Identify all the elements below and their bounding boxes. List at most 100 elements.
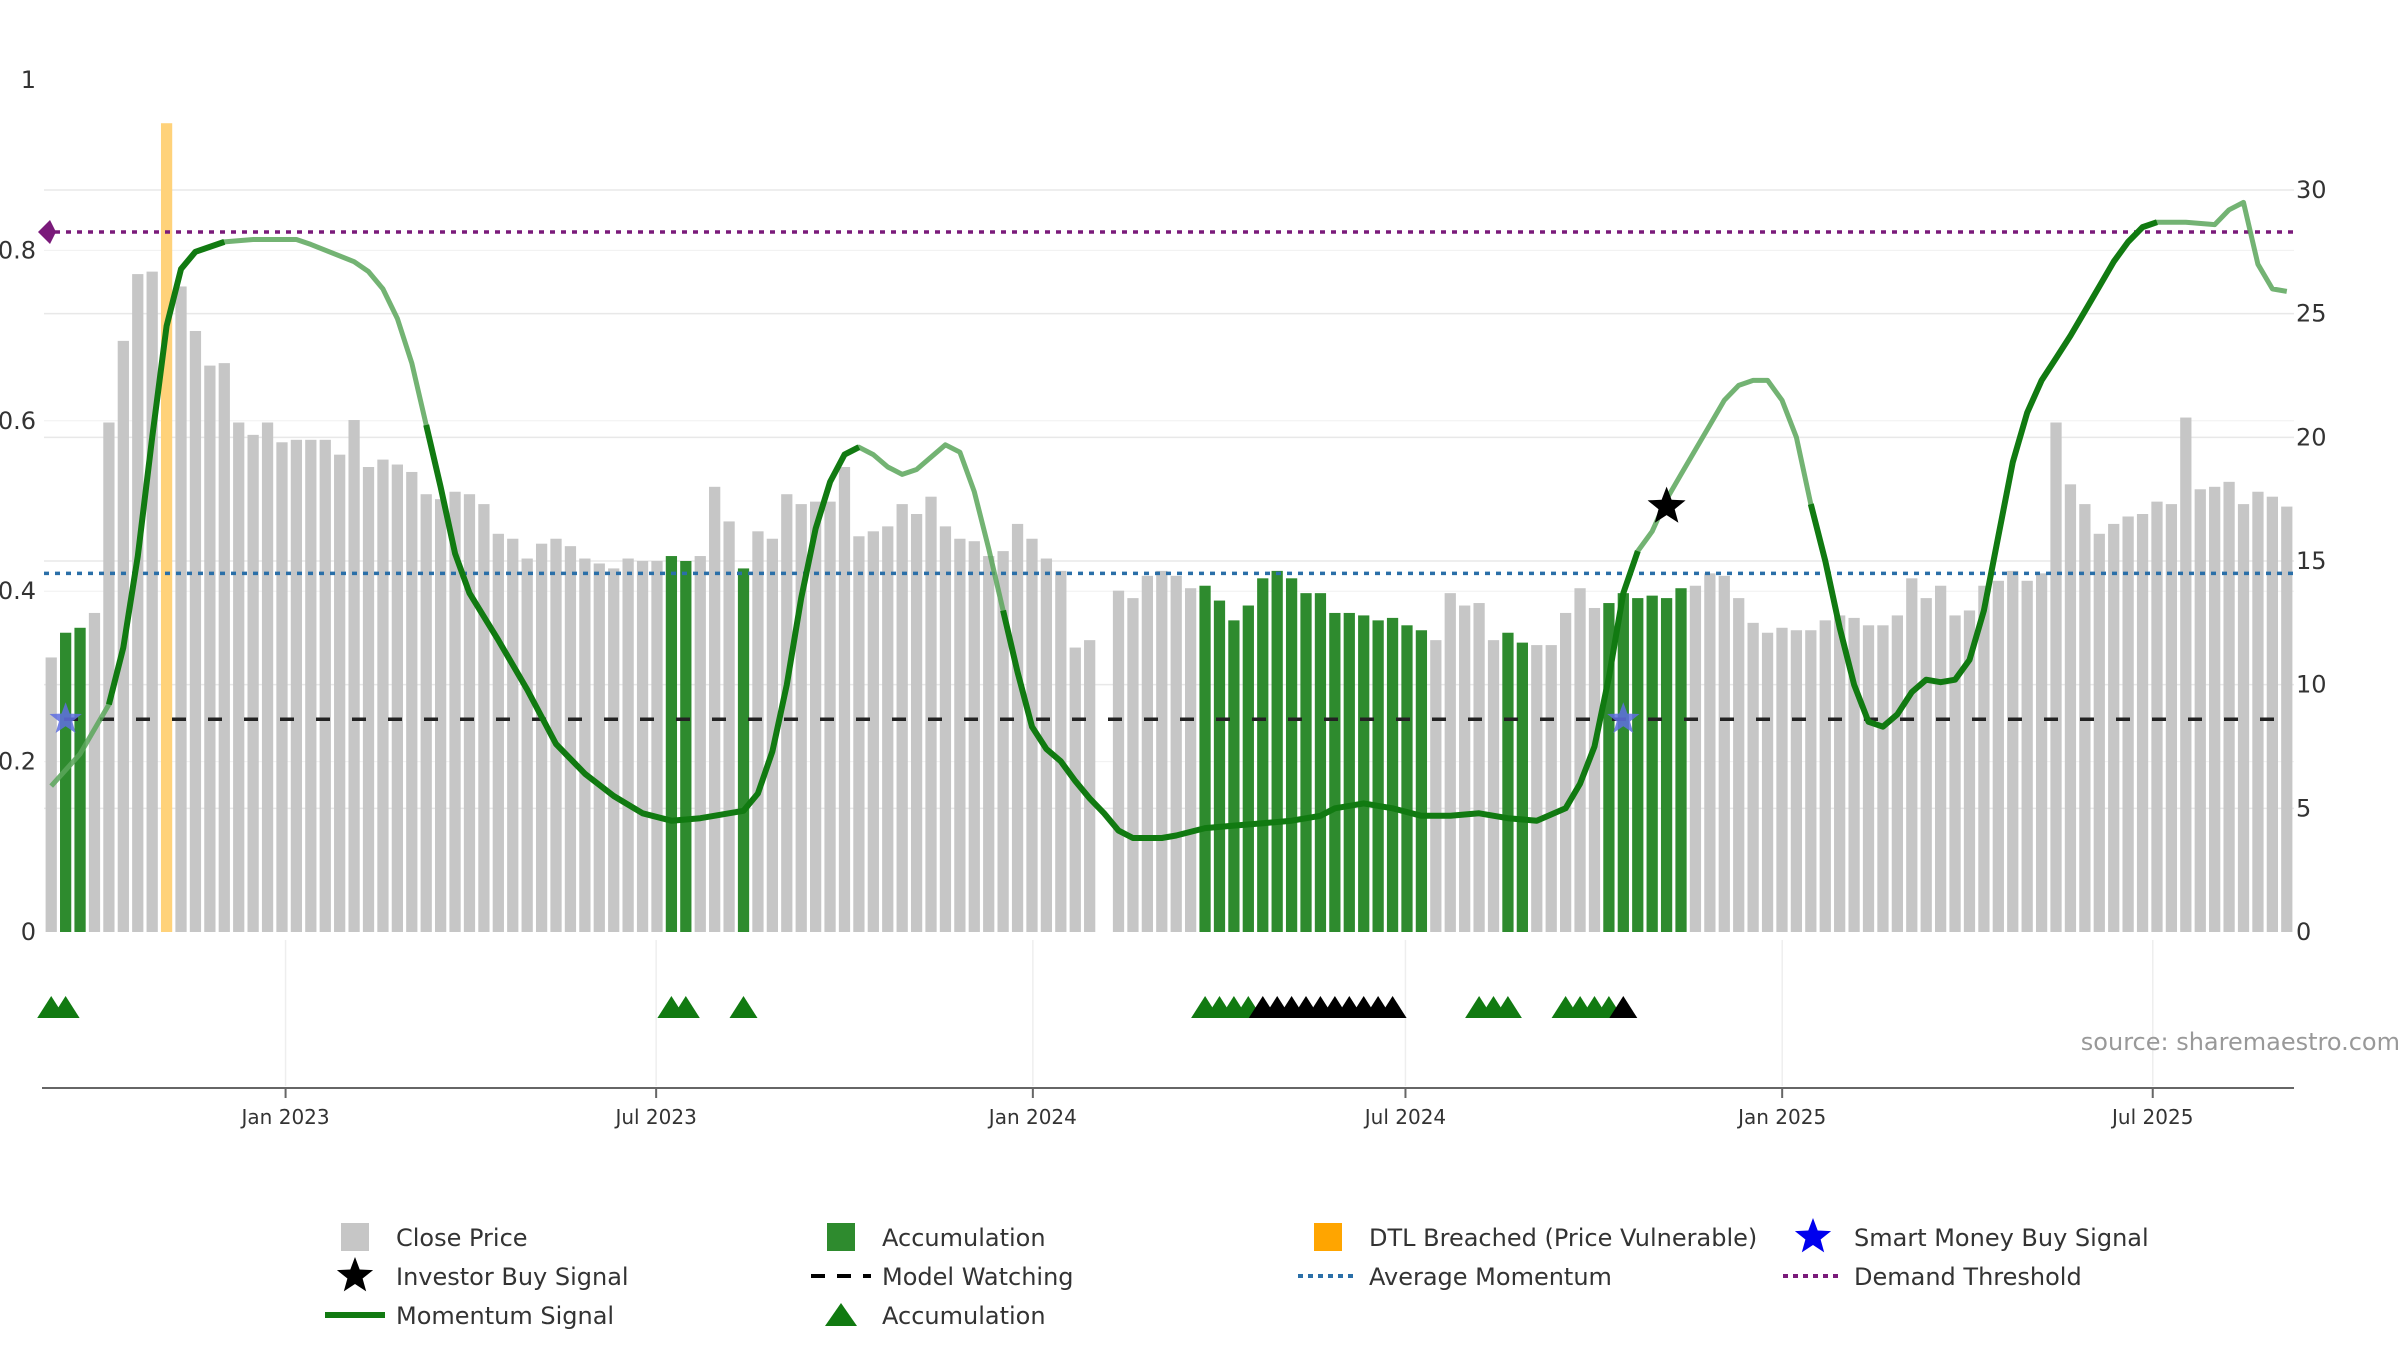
close-price-bar xyxy=(882,526,894,932)
close-price-bar xyxy=(723,521,735,932)
close-price-bar xyxy=(1430,640,1442,932)
accumulation-bar xyxy=(1415,630,1428,932)
close-price-bar xyxy=(1545,645,1557,932)
close-price-bar xyxy=(1790,630,1803,932)
accumulation-bar xyxy=(1660,598,1673,932)
close-price-bar xyxy=(2252,491,2264,932)
close-price-bar xyxy=(2165,504,2178,932)
legend-item: DTL Breached (Price Vulnerable) xyxy=(1314,1223,1757,1252)
accumulation-bar xyxy=(1199,585,1211,932)
close-price-bar xyxy=(550,538,562,932)
accumulation-bar xyxy=(1401,625,1413,932)
close-price-bar xyxy=(362,467,375,932)
right-tick-label: 30 xyxy=(2296,176,2327,204)
close-price-bar xyxy=(694,556,706,932)
close-price-bar xyxy=(2223,481,2235,932)
close-price-bar xyxy=(435,499,447,932)
close-price-bar xyxy=(406,471,418,932)
legend-swatch xyxy=(827,1223,855,1251)
close-price-bar xyxy=(276,442,288,932)
close-price-bar xyxy=(939,526,952,932)
legend-item: Accumulation xyxy=(827,1223,1046,1252)
legend-label: Demand Threshold xyxy=(1854,1263,2082,1291)
close-price-bar xyxy=(1689,585,1702,932)
close-price-bar xyxy=(175,286,187,933)
close-price-bar xyxy=(1055,570,1067,932)
accumulation-bar xyxy=(1516,642,1528,932)
close-price-bar xyxy=(910,514,923,932)
close-price-bar xyxy=(2266,496,2278,932)
legend-label: Smart Money Buy Signal xyxy=(1854,1224,2149,1252)
close-price-bar xyxy=(146,271,158,932)
close-price-bar xyxy=(1112,590,1125,932)
close-price-bar xyxy=(1588,607,1601,932)
close-price-bar xyxy=(2093,533,2105,932)
close-price-bar xyxy=(1877,625,1889,932)
accumulation-bar xyxy=(60,632,72,932)
close-price-bar xyxy=(1935,585,1947,932)
legend: Close Price Accumulation DTL Breached (Pri… xyxy=(325,1218,2149,1330)
close-price-bar xyxy=(290,439,303,932)
close-price-bar xyxy=(1733,598,1745,932)
close-price-bar xyxy=(1531,645,1543,932)
close-price-bar xyxy=(2108,523,2120,932)
close-price-bar xyxy=(1170,575,1182,932)
legend-swatch xyxy=(341,1223,369,1251)
close-price-bar xyxy=(983,556,995,932)
close-price-bar xyxy=(189,330,202,933)
close-price-bar xyxy=(2122,516,2134,932)
right-tick-label: 25 xyxy=(2296,300,2327,328)
x-tick-label: Jul 2025 xyxy=(2110,1105,2193,1129)
accumulation-bar xyxy=(1617,593,1629,932)
close-price-bar xyxy=(2136,514,2149,932)
close-price-bar xyxy=(853,536,865,932)
accumulation-bar xyxy=(1285,578,1298,932)
accumulation-bar xyxy=(1314,593,1327,932)
close-price-bar xyxy=(867,531,879,932)
close-price-bar xyxy=(954,538,966,932)
close-price-bar xyxy=(968,541,980,932)
legend-item: Model Watching xyxy=(811,1263,1074,1291)
demand-threshold-marker xyxy=(38,220,56,245)
close-price-bar xyxy=(2209,486,2221,932)
close-price-bar xyxy=(1156,570,1168,932)
left-tick-label: 0.6 xyxy=(0,407,36,435)
close-price-bar xyxy=(1963,610,1976,932)
accumulation-bar xyxy=(1213,600,1226,932)
right-tick-label: 0 xyxy=(2296,918,2311,946)
close-price-bar xyxy=(1704,573,1716,932)
accumulation-triangle xyxy=(1493,996,1522,1018)
close-price-bar xyxy=(463,494,476,932)
close-price-bar xyxy=(2194,489,2206,932)
close-price-bar xyxy=(348,420,360,932)
close-price-bar xyxy=(1776,627,1788,932)
close-price-bar xyxy=(2021,580,2033,932)
accumulation-bar xyxy=(1358,615,1370,932)
legend-label: DTL Breached (Price Vulnerable) xyxy=(1369,1224,1757,1252)
x-tick-label: Jul 2024 xyxy=(1363,1105,1446,1129)
close-price-bar xyxy=(45,657,57,932)
close-price-bar xyxy=(2281,506,2293,932)
close-price-bar xyxy=(1819,620,1831,932)
legend-item: Momentum Signal xyxy=(325,1302,614,1330)
accumulation-bar xyxy=(737,568,750,932)
accumulation-triangle xyxy=(51,996,80,1018)
close-price-bar xyxy=(334,454,346,932)
investor-buy-star xyxy=(1647,486,1686,523)
legend-item: Smart Money Buy Signal xyxy=(1794,1218,2149,1253)
legend-item: Demand Threshold xyxy=(1783,1263,2082,1291)
x-tick-label: Jan 2024 xyxy=(987,1105,1077,1129)
close-price-bar xyxy=(1141,575,1153,932)
close-price-bar xyxy=(1761,632,1774,932)
left-tick-label: 0 xyxy=(21,918,36,946)
legend-label: Accumulation xyxy=(882,1302,1046,1330)
close-price-bar xyxy=(1891,615,1903,932)
close-price-bar xyxy=(651,561,663,932)
close-price-bar xyxy=(824,501,836,932)
legend-triangle-icon xyxy=(825,1303,857,1326)
close-price-bar xyxy=(132,274,144,933)
gridlines xyxy=(44,189,2294,1086)
close-price-bar xyxy=(492,533,504,932)
